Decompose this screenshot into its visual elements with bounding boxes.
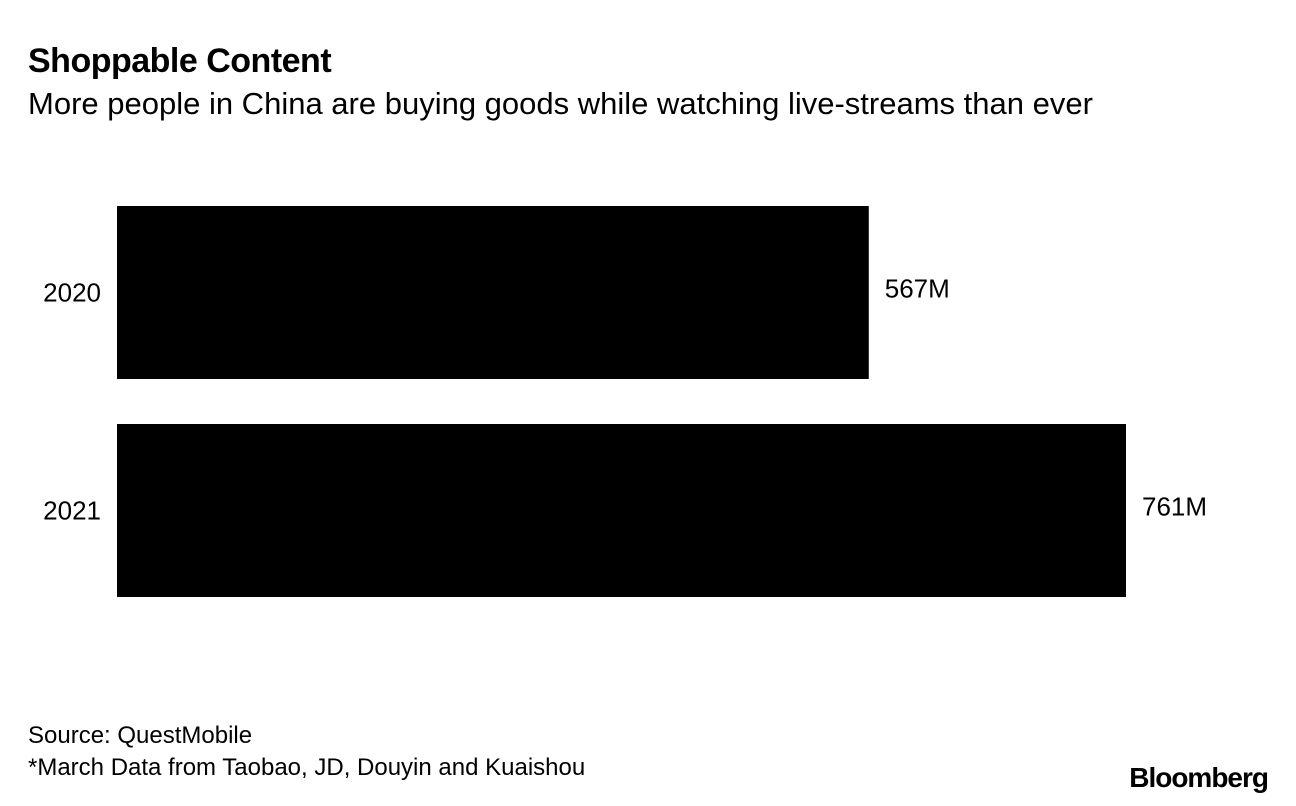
bar-2021: [117, 424, 1126, 597]
chart-title: Shoppable Content: [28, 42, 332, 80]
bloomberg-logo: Bloomberg: [1129, 762, 1269, 793]
chart-subtitle: More people in China are buying goods wh…: [28, 86, 1093, 121]
bar-2020: [117, 206, 869, 379]
value-label-2020: 567M: [885, 274, 950, 304]
footnote: *March Data from Taobao, JD, Douyin and …: [28, 754, 586, 781]
category-label-2021: 2021: [43, 496, 101, 526]
category-label-2020: 2020: [43, 278, 101, 308]
source-note: Source: QuestMobile: [28, 722, 253, 749]
value-label-2021: 761M: [1142, 492, 1207, 522]
